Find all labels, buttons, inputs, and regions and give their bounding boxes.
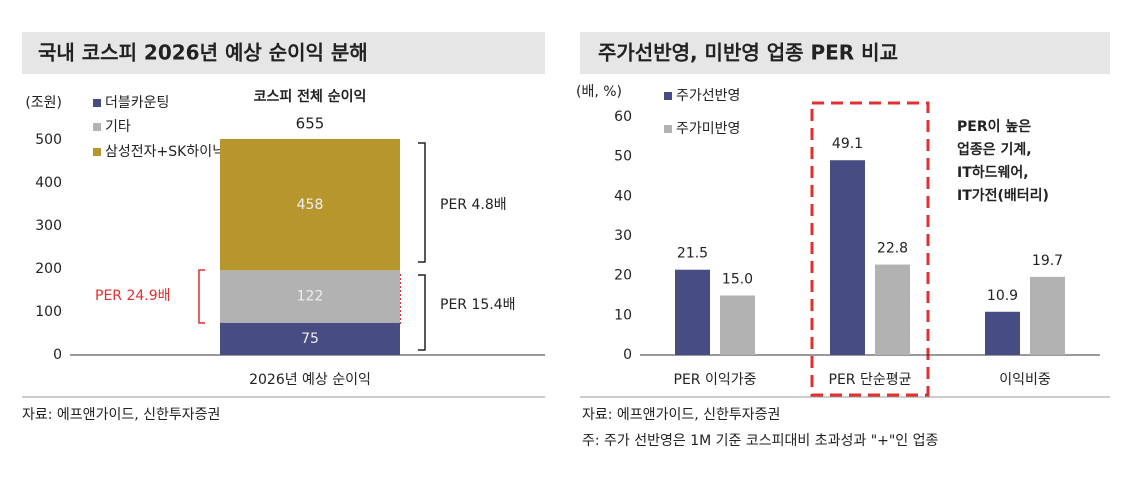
bracket <box>198 269 205 324</box>
value-label: 458 <box>297 197 324 213</box>
y-tick-label: 0 <box>623 347 632 363</box>
axis-label: (조원) <box>25 95 62 111</box>
legend-label: 더블카운팅 <box>105 95 169 111</box>
annotation: IT하드웨어, <box>957 164 1029 181</box>
legend-swatch <box>93 99 101 107</box>
y-tick-label: 400 <box>35 175 62 191</box>
x-tick-label: 이익비중 <box>999 372 1051 388</box>
title-bar <box>580 32 1110 74</box>
annotation: PER 15.4배 <box>440 297 516 313</box>
bar <box>985 311 1020 355</box>
note: 주: 주가 선반영은 1M 기준 코스피대비 초과성과 "+"인 업종 <box>582 433 939 449</box>
legend-label: 기타 <box>105 119 131 135</box>
bar <box>675 269 710 355</box>
annotation: 코스피 전체 순이익 <box>254 88 367 105</box>
bar <box>1030 276 1065 355</box>
annotation: 655 <box>296 115 325 133</box>
legend-label: 주가미반영 <box>676 121 740 137</box>
value-label: 22.8 <box>877 241 908 257</box>
value-label: 122 <box>297 289 324 305</box>
bar <box>720 295 755 355</box>
x-tick-label: PER 이익가중 <box>674 372 757 388</box>
annotation: 업종은 기계, <box>957 142 1032 158</box>
legend-swatch <box>664 125 672 133</box>
y-tick-label: 0 <box>53 347 62 363</box>
y-tick-label: 200 <box>35 261 62 277</box>
value-label: 19.7 <box>1032 253 1063 269</box>
y-tick-label: 500 <box>35 132 62 148</box>
y-tick-label: 30 <box>614 228 632 244</box>
legend-label: 삼성전자+SK하이닉스 <box>105 144 238 160</box>
y-tick-label: 40 <box>614 188 632 204</box>
bar <box>875 264 910 355</box>
x-tick-label: 2026년 예상 순이익 <box>249 372 371 388</box>
highlight-box <box>810 101 930 397</box>
value-label: 75 <box>301 331 319 347</box>
bar-segment <box>220 139 400 271</box>
y-tick-label: 100 <box>35 304 62 320</box>
value-label: 21.5 <box>677 246 708 262</box>
y-tick-label: 60 <box>614 109 632 125</box>
axis-label: (배, %) <box>576 84 622 100</box>
legend-swatch <box>664 92 672 100</box>
value-label: 15.0 <box>722 272 753 288</box>
bar-segment <box>220 322 400 355</box>
value-label: 49.1 <box>832 136 863 152</box>
legend-swatch <box>93 148 101 156</box>
chart-title: 주가선반영, 미반영 업종 PER 비교 <box>598 41 898 65</box>
annotation: PER이 높은 <box>957 118 1031 135</box>
y-tick-label: 50 <box>614 149 632 165</box>
annotation: PER 4.8배 <box>440 197 507 213</box>
annotation: IT가전(배터리) <box>957 187 1049 204</box>
legend-swatch <box>93 123 101 131</box>
y-tick-label: 300 <box>35 218 62 234</box>
bar <box>830 160 865 355</box>
value-label: 10.9 <box>987 288 1018 304</box>
bracket <box>418 142 426 351</box>
title-bar <box>22 32 545 74</box>
x-tick-label: PER 단순평균 <box>829 372 912 388</box>
source: 자료: 에프앤가이드, 신한투자증권 <box>22 407 220 423</box>
legend-label: 주가선반영 <box>676 88 740 104</box>
source: 자료: 에프앤가이드, 신한투자증권 <box>582 407 780 423</box>
chart-title: 국내 코스피 2026년 예상 순이익 분해 <box>38 41 368 65</box>
bar-segment <box>220 270 400 323</box>
y-tick-label: 20 <box>614 268 632 284</box>
y-tick-label: 10 <box>614 307 632 323</box>
annotation: PER 24.9배 <box>95 288 171 304</box>
